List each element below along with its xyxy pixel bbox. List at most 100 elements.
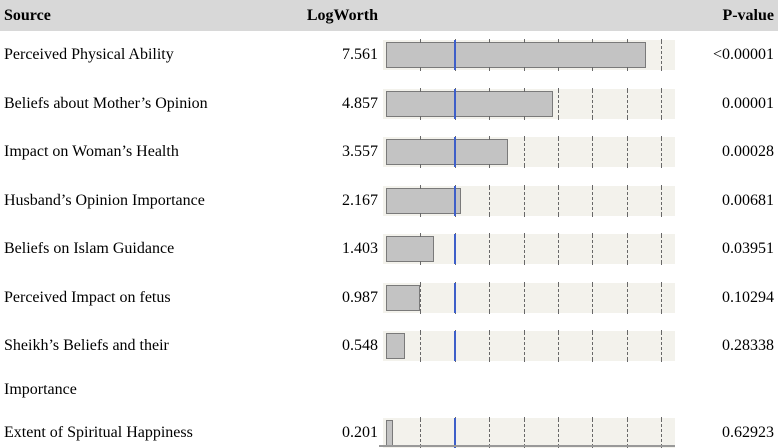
axis-tick bbox=[626, 136, 628, 141]
axis-tick bbox=[592, 115, 594, 120]
gridline bbox=[626, 283, 628, 312]
logworth-value: 2.167 bbox=[342, 191, 378, 209]
gridline bbox=[626, 419, 628, 448]
gridline bbox=[489, 332, 491, 361]
logworth-plot-strip bbox=[383, 233, 675, 266]
axis-tick bbox=[558, 164, 559, 169]
axis-tick bbox=[523, 136, 525, 141]
gridline bbox=[592, 419, 594, 448]
gridline bbox=[558, 89, 559, 118]
gridline bbox=[626, 138, 628, 167]
axis-tick bbox=[489, 233, 491, 238]
logworth-bar bbox=[386, 420, 393, 447]
logworth-plot-strip bbox=[383, 87, 675, 120]
axis-tick bbox=[489, 358, 491, 363]
axis-tick bbox=[592, 417, 594, 422]
significance-reference-line bbox=[454, 88, 456, 119]
logworth-value: 1.403 bbox=[342, 240, 378, 258]
logworth-plot-strip bbox=[383, 330, 675, 363]
pvalue-value: 0.03951 bbox=[722, 240, 774, 258]
axis-tick bbox=[661, 115, 663, 120]
logworth-plot-cell bbox=[378, 281, 678, 314]
axis-tick bbox=[489, 417, 491, 422]
axis-tick bbox=[558, 233, 559, 238]
logworth-bar bbox=[386, 187, 461, 214]
axis-tick bbox=[661, 164, 663, 169]
axis-tick bbox=[523, 184, 525, 189]
gridline bbox=[626, 186, 628, 215]
axis-tick bbox=[420, 136, 422, 141]
axis-tick bbox=[626, 67, 628, 72]
axis-tick bbox=[592, 330, 594, 335]
axis-tick bbox=[489, 261, 491, 266]
axis-tick bbox=[592, 358, 594, 363]
gridline bbox=[626, 235, 628, 264]
axis-tick bbox=[661, 39, 663, 44]
gridline bbox=[558, 235, 559, 264]
axis-tick bbox=[626, 281, 628, 286]
effect-row: Beliefs about Mother’s Opinion 4.857 0.0… bbox=[0, 79, 778, 128]
axis-tick bbox=[523, 39, 525, 44]
source-label: Husband’s Opinion Importance bbox=[4, 191, 205, 209]
gridline bbox=[523, 186, 525, 215]
source-label: Sheikh’s Beliefs and their bbox=[4, 337, 169, 355]
axis-tick bbox=[592, 261, 594, 266]
gridline bbox=[661, 332, 663, 361]
logworth-plot-strip bbox=[383, 417, 675, 448]
effect-row: Perceived Physical Ability 7.561 <0.0000… bbox=[0, 31, 778, 80]
source-label: Beliefs on Islam Guidance bbox=[4, 240, 175, 258]
axis-tick bbox=[592, 212, 594, 217]
column-header-pvalue: P-value bbox=[722, 6, 774, 24]
gridline bbox=[420, 419, 422, 448]
logworth-bar bbox=[386, 139, 508, 166]
axis-tick bbox=[420, 358, 422, 363]
axis-tick bbox=[661, 233, 663, 238]
logworth-plot-cell bbox=[378, 233, 678, 266]
axis-tick bbox=[626, 417, 628, 422]
source-label: Perceived Physical Ability bbox=[4, 46, 174, 64]
axis-tick bbox=[626, 261, 628, 266]
logworth-value: 3.557 bbox=[342, 143, 378, 161]
logworth-bar bbox=[386, 236, 434, 263]
axis-tick bbox=[592, 233, 594, 238]
gridline bbox=[420, 332, 422, 361]
pvalue-value: 0.00681 bbox=[722, 191, 774, 209]
gridline bbox=[558, 138, 559, 167]
logworth-plot-cell bbox=[378, 87, 678, 120]
significance-reference-line bbox=[454, 137, 456, 168]
logworth-bar bbox=[386, 90, 553, 117]
axis-tick bbox=[592, 136, 594, 141]
axis-tick bbox=[523, 87, 525, 92]
axis-tick bbox=[489, 281, 491, 286]
significance-reference-line bbox=[454, 234, 456, 265]
axis-tick bbox=[523, 358, 525, 363]
axis-tick bbox=[489, 164, 491, 169]
gridline bbox=[661, 41, 663, 70]
effect-row: Perceived Impact on fetus 0.987 0.10294 bbox=[0, 273, 778, 322]
gridline bbox=[592, 332, 594, 361]
gridline bbox=[523, 138, 525, 167]
axis-tick bbox=[626, 330, 628, 335]
axis-tick bbox=[626, 212, 628, 217]
axis-tick bbox=[558, 417, 559, 422]
column-header-source: Source bbox=[4, 6, 51, 24]
significance-reference-line bbox=[454, 185, 456, 216]
axis-tick bbox=[558, 39, 559, 44]
axis-tick bbox=[523, 309, 525, 314]
axis-tick bbox=[420, 87, 422, 92]
axis-tick bbox=[626, 164, 628, 169]
axis-tick bbox=[489, 39, 491, 44]
effect-row: Extent of Spiritual Happiness 0.201 0.62… bbox=[0, 409, 778, 448]
gridline bbox=[523, 235, 525, 264]
axis-tick bbox=[661, 358, 663, 363]
axis-tick bbox=[558, 281, 559, 286]
axis-tick bbox=[420, 417, 422, 422]
logworth-bar bbox=[386, 333, 405, 360]
pvalue-value: 0.28338 bbox=[722, 337, 774, 355]
axis-tick bbox=[558, 309, 559, 314]
axis-tick bbox=[489, 87, 491, 92]
logworth-plot-cell bbox=[378, 184, 678, 217]
gridline bbox=[489, 283, 491, 312]
axis-tick bbox=[489, 330, 491, 335]
axis-tick bbox=[420, 67, 422, 72]
